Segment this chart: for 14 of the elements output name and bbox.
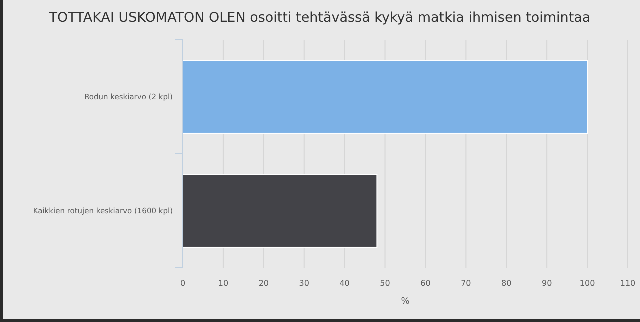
x-tick-label: 100 — [580, 279, 596, 288]
x-tick-label: 30 — [299, 279, 310, 288]
x-tick-label: 90 — [542, 279, 552, 288]
x-tick-label: 50 — [380, 279, 390, 288]
x-tick-label: 70 — [461, 279, 472, 288]
chart-title: TOTTAKAI USKOMATON OLEN osoitti tehtävässä kykyä matkia ihmisen toimintaa — [48, 10, 591, 26]
x-tick-label: 10 — [218, 279, 229, 288]
x-tick-label: 20 — [258, 279, 270, 288]
x-tick-label: 0 — [180, 279, 186, 288]
x-tick-label: 110 — [620, 279, 636, 288]
x-tick-label: 60 — [420, 279, 431, 288]
x-tick-label: 40 — [340, 279, 350, 288]
x-tick-label: 80 — [502, 279, 512, 288]
x-axis-title: % — [401, 297, 410, 307]
